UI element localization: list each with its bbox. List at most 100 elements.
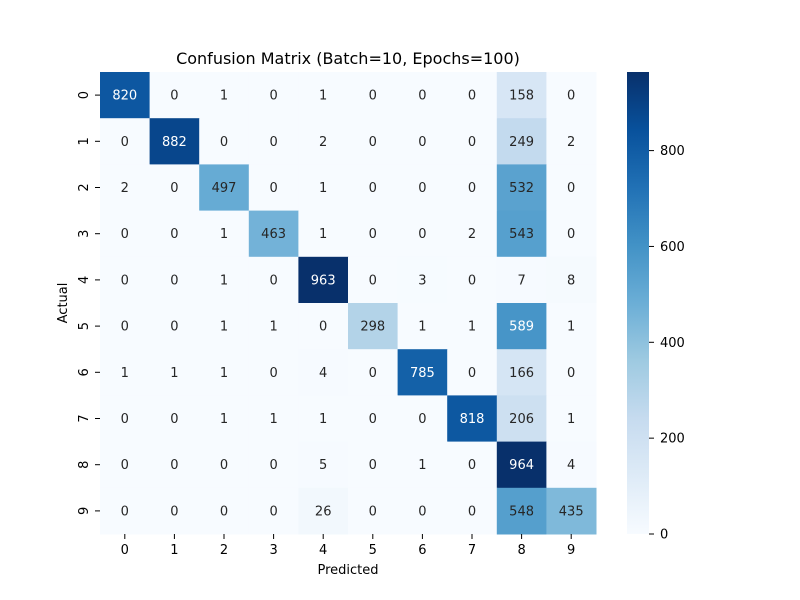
cell-value-3-1: 0: [170, 227, 178, 242]
cell-value-1-4: 2: [319, 135, 327, 150]
cell-value-9-5: 0: [369, 504, 377, 519]
heatmap-cell-0-9: [546, 72, 597, 119]
cell-value-6-5: 0: [369, 366, 377, 381]
cell-value-3-0: 0: [121, 227, 129, 242]
heatmap-cell-1-0: [100, 118, 151, 165]
cell-value-8-5: 0: [369, 458, 377, 473]
cell-value-2-5: 0: [369, 181, 377, 196]
heatmap-cell-4-4: [298, 256, 349, 304]
cell-value-5-9: 1: [567, 320, 575, 335]
heatmap-cell-9-1: [149, 487, 200, 535]
cell-value-6-7: 0: [468, 366, 476, 381]
heatmap-cell-0-1: [149, 72, 200, 119]
heatmap-cell-8-1: [149, 441, 200, 489]
heatmap-cell-1-7: [447, 118, 498, 165]
heatmap-cell-0-3: [248, 72, 299, 119]
heatmap-cell-5-4: [298, 303, 349, 350]
x-axis-label: Predicted: [317, 563, 378, 578]
heatmap-cell-3-6: [397, 210, 448, 258]
heatmap-cell-6-9: [546, 349, 597, 396]
heatmap-cell-2-0: [100, 164, 151, 212]
cell-value-2-0: 2: [121, 181, 129, 196]
heatmap-cell-5-8: [496, 303, 547, 350]
cell-value-5-1: 0: [170, 320, 178, 335]
heatmap-cell-9-3: [248, 487, 299, 535]
cell-value-6-4: 4: [319, 366, 327, 381]
heatmap-cell-5-3: [248, 303, 299, 350]
cell-value-4-9: 8: [567, 273, 575, 288]
heatmap-cell-1-2: [199, 118, 250, 165]
cell-value-6-9: 0: [567, 366, 575, 381]
heatmap-cell-9-2: [199, 487, 250, 535]
cell-value-3-2: 1: [220, 227, 228, 242]
cell-value-5-6: 1: [418, 320, 426, 335]
colorbar-tick-label-4: 800: [660, 144, 685, 159]
heatmap-cells: [100, 72, 597, 535]
heatmap-cell-5-9: [546, 303, 597, 350]
cell-value-8-8: 964: [509, 458, 534, 473]
heatmap-cell-4-5: [348, 256, 399, 304]
heatmap-cell-6-5: [348, 349, 399, 396]
y-tick-label-7: 7: [77, 414, 92, 422]
heatmap-cell-4-9: [546, 256, 597, 304]
colorbar-tick-label-1: 200: [660, 432, 685, 447]
heatmap-cell-7-0: [100, 395, 151, 443]
cell-value-0-0: 820: [112, 89, 137, 104]
cell-value-7-8: 206: [509, 412, 534, 427]
heatmap-cell-8-9: [546, 441, 597, 489]
y-tick-label-5: 5: [77, 322, 92, 330]
heatmap-cell-4-6: [397, 256, 448, 304]
heatmap-cell-0-8: [496, 72, 547, 119]
heatmap-cell-7-2: [199, 395, 250, 443]
y-tick-label-4: 4: [77, 276, 92, 284]
cell-value-0-2: 1: [220, 89, 228, 104]
cell-value-9-3: 0: [269, 504, 277, 519]
heatmap-cell-3-0: [100, 210, 151, 258]
cell-value-2-1: 0: [170, 181, 178, 196]
heatmap-cell-4-2: [199, 256, 250, 304]
heatmap-cell-2-4: [298, 164, 349, 212]
heatmap-cell-7-1: [149, 395, 200, 443]
heatmap-cell-8-0: [100, 441, 151, 489]
heatmap-cell-6-7: [447, 349, 498, 396]
heatmap-cell-6-4: [298, 349, 349, 396]
cell-value-9-8: 548: [509, 504, 534, 519]
heatmap-cell-0-4: [298, 72, 349, 119]
cell-value-6-2: 1: [220, 366, 228, 381]
heatmap-cell-0-5: [348, 72, 399, 119]
cell-value-8-6: 1: [418, 458, 426, 473]
heatmap-cell-1-5: [348, 118, 399, 165]
cell-value-0-9: 0: [567, 89, 575, 104]
heatmap-cell-0-0: [100, 72, 151, 119]
cell-value-0-3: 0: [269, 89, 277, 104]
cell-value-8-0: 0: [121, 458, 129, 473]
heatmap-cell-7-4: [298, 395, 349, 443]
x-tick-label-3: 3: [269, 543, 277, 558]
heatmap-cell-1-8: [496, 118, 547, 165]
heatmap-cell-7-6: [397, 395, 448, 443]
cell-value-6-3: 0: [269, 366, 277, 381]
cell-value-7-6: 0: [418, 412, 426, 427]
heatmap-cell-7-3: [248, 395, 299, 443]
cell-value-1-6: 0: [418, 135, 426, 150]
heatmap-cell-8-2: [199, 441, 250, 489]
cell-value-2-3: 0: [269, 181, 277, 196]
colorbar-tick-label-0: 0: [660, 528, 668, 543]
cell-value-3-9: 0: [567, 227, 575, 242]
heatmap-cell-5-0: [100, 303, 151, 350]
heatmap-cell-7-5: [348, 395, 399, 443]
cell-value-5-0: 0: [121, 320, 129, 335]
cell-value-5-3: 1: [269, 320, 277, 335]
cell-value-9-4: 26: [315, 504, 332, 519]
cell-value-9-7: 0: [468, 504, 476, 519]
cell-value-4-8: 7: [517, 273, 525, 288]
cell-value-5-4: 0: [319, 320, 327, 335]
heatmap-cell-0-7: [447, 72, 498, 119]
heatmap-cell-5-6: [397, 303, 448, 350]
heatmap-cell-7-7: [447, 395, 498, 443]
cell-value-7-1: 0: [170, 412, 178, 427]
heatmap-cell-1-3: [248, 118, 299, 165]
heatmap-cell-2-8: [496, 164, 547, 212]
cell-value-9-6: 0: [418, 504, 426, 519]
